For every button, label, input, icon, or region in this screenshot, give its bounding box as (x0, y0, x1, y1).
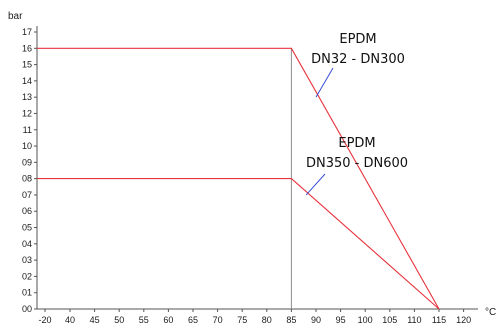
x-tick-label: 65 (188, 315, 198, 325)
annotation-1-line-1: EPDM (339, 32, 376, 47)
y-tick-label: 01 (22, 288, 32, 298)
y-tick-label: 08 (22, 174, 32, 184)
x-tick-label: 40 (65, 315, 75, 325)
x-tick-label: 70 (213, 315, 223, 325)
annotation-2-leader (305, 173, 326, 196)
x-axis-unit: °C (485, 307, 496, 318)
annotation-2-line-2: DN350 - DN600 (306, 156, 408, 171)
y-tick-label: 11 (23, 125, 32, 135)
x-tick-label: 110 (407, 315, 421, 325)
annotation-1-leader (315, 67, 334, 98)
y-tick-label: 14 (22, 76, 32, 86)
x-tick-label: 85 (286, 315, 296, 325)
annotation-1-line-2: DN32 - DN300 (311, 52, 405, 67)
x-tick-label: 105 (382, 315, 397, 325)
y-tick-label: 17 (22, 27, 32, 37)
y-tick-label: 05 (22, 223, 32, 233)
y-tick-label: 03 (22, 255, 32, 265)
y-tick-label: 07 (22, 190, 32, 200)
y-tick-label: 00 (22, 304, 32, 314)
x-tick-label: 60 (163, 315, 173, 325)
y-tick-label: 16 (22, 43, 32, 53)
y-tick-label: 13 (22, 92, 32, 102)
x-tick-label: 55 (139, 315, 149, 325)
x-tick-label: 75 (237, 315, 247, 325)
annotation-2-line-1: EPDM (338, 136, 375, 151)
y-axis-unit: bar (8, 11, 23, 22)
x-tick-label: 45 (90, 315, 100, 325)
x-tick-label: 95 (336, 315, 346, 325)
x-tick-label: 90 (311, 315, 321, 325)
x-tick-label: 50 (114, 315, 124, 325)
x-tick-label: 115 (432, 315, 446, 325)
series-line-1 (37, 47, 440, 310)
y-tick-label: 15 (22, 60, 32, 70)
x-tick-label: 120 (456, 315, 471, 325)
y-tick-label: 02 (22, 271, 32, 281)
y-tick-label: 06 (22, 206, 32, 216)
x-tick-label: -20 (38, 315, 51, 325)
y-tick-label: 09 (22, 157, 32, 167)
y-tick-label: 04 (22, 239, 32, 249)
x-tick-label: 80 (262, 315, 272, 325)
series-line-2 (37, 178, 440, 310)
y-tick-label: 12 (22, 108, 32, 118)
x-tick-label: 100 (358, 315, 373, 325)
y-tick-label: 10 (22, 141, 32, 151)
